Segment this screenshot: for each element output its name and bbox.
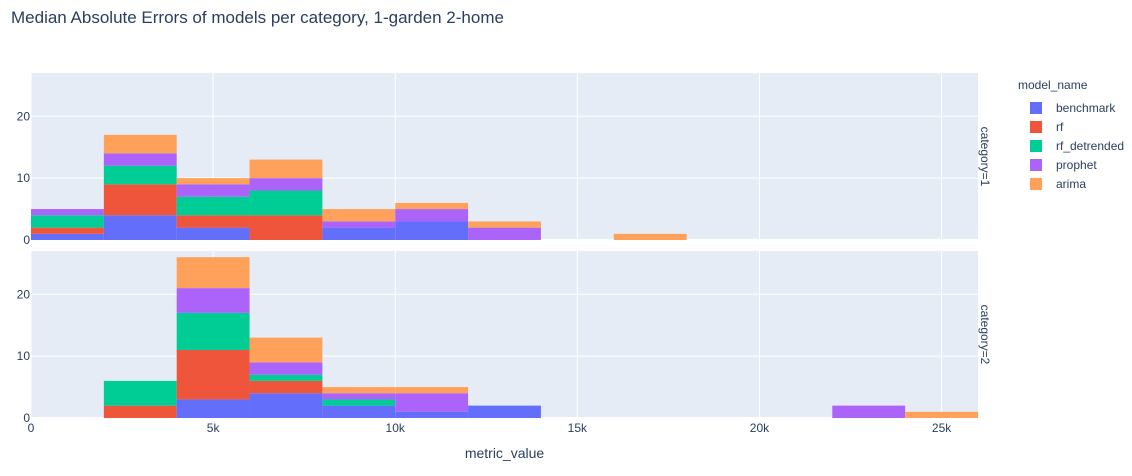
y-tick-label: 20	[17, 287, 31, 301]
bar-prophet[interactable]	[395, 393, 469, 412]
bar-arima[interactable]	[103, 134, 177, 154]
bar-prophet[interactable]	[468, 227, 541, 240]
chart-title: Median Absolute Errors of models per cat…	[11, 8, 504, 27]
bar-benchmark[interactable]	[249, 393, 323, 418]
bar-benchmark[interactable]	[395, 411, 469, 418]
x-tick-label: 15k	[568, 421, 588, 435]
bar-rf_detrended[interactable]	[249, 190, 323, 216]
bar-arima[interactable]	[395, 202, 469, 210]
bar-rf_detrended[interactable]	[176, 196, 250, 216]
bar-arima[interactable]	[905, 411, 978, 418]
bar-arima[interactable]	[176, 257, 250, 289]
bar-arima[interactable]	[249, 337, 323, 363]
bar-benchmark[interactable]	[322, 227, 396, 240]
bar-arima[interactable]	[249, 159, 323, 179]
bar-prophet[interactable]	[103, 153, 177, 166]
bar-rf_detrended[interactable]	[31, 215, 104, 228]
legend-swatch	[1030, 101, 1042, 114]
bar-arima[interactable]	[322, 387, 396, 394]
legend-swatch	[1030, 158, 1042, 171]
bar-prophet[interactable]	[395, 209, 469, 222]
legend-label: prophet	[1056, 157, 1097, 172]
bar-rf[interactable]	[103, 405, 177, 418]
y-tick-label: 20	[17, 109, 31, 123]
bar-rf_detrended[interactable]	[176, 312, 250, 350]
legend-item-benchmark[interactable]: benchmark	[1018, 98, 1124, 117]
legend-swatch	[1030, 177, 1042, 190]
x-tick-label: 25k	[932, 421, 952, 435]
legend-label: rf	[1056, 119, 1064, 134]
y-tick-label: 10	[17, 349, 31, 363]
legend-label: benchmark	[1056, 100, 1116, 115]
x-tick-label: 0	[28, 421, 35, 435]
bar-rf[interactable]	[31, 227, 104, 234]
legend-swatch	[1030, 139, 1042, 152]
bar-benchmark[interactable]	[322, 405, 396, 418]
legend-label: arima	[1056, 176, 1087, 191]
bar-rf[interactable]	[249, 380, 323, 394]
bar-prophet[interactable]	[322, 393, 396, 400]
legend-item-rf[interactable]: rf	[1018, 117, 1124, 136]
bar-arima[interactable]	[468, 221, 541, 228]
bar-benchmark[interactable]	[176, 227, 250, 240]
bar-benchmark[interactable]	[103, 215, 177, 240]
y-tick-label: 0	[23, 411, 30, 425]
bar-benchmark[interactable]	[468, 405, 541, 418]
bar-rf_detrended[interactable]	[249, 374, 323, 381]
facet-label: category=1	[978, 127, 992, 187]
bar-prophet[interactable]	[249, 362, 323, 375]
bar-arima[interactable]	[613, 233, 687, 240]
x-axis-title: metric_value	[465, 445, 545, 461]
bar-rf_detrended[interactable]	[322, 399, 396, 406]
bar-prophet[interactable]	[249, 178, 323, 191]
bar-rf[interactable]	[176, 215, 250, 228]
legend-title: model_name	[1018, 78, 1088, 92]
legend-item-prophet[interactable]: prophet	[1018, 155, 1124, 174]
bar-rf[interactable]	[249, 215, 323, 240]
x-tick-label: 20k	[750, 421, 770, 435]
bar-rf[interactable]	[176, 349, 250, 400]
bar-prophet[interactable]	[176, 184, 250, 197]
bar-benchmark[interactable]	[395, 221, 469, 240]
x-tick-label: 5k	[207, 421, 221, 435]
bar-arima[interactable]	[395, 387, 469, 394]
legend-swatch	[1030, 120, 1042, 133]
bar-prophet[interactable]	[322, 221, 396, 228]
y-tick-label: 10	[17, 171, 31, 185]
legend-label: rf_detrended	[1056, 138, 1125, 153]
bar-rf_detrended[interactable]	[103, 165, 177, 185]
bar-rf_detrended[interactable]	[103, 380, 177, 406]
bar-rf[interactable]	[103, 184, 177, 216]
facet-label: category=2	[978, 305, 992, 365]
bar-prophet[interactable]	[31, 209, 104, 216]
legend-item-rf_detrended[interactable]: rf_detrended	[1018, 136, 1124, 155]
bar-benchmark[interactable]	[31, 233, 104, 240]
bar-prophet[interactable]	[176, 288, 250, 313]
bar-prophet[interactable]	[832, 405, 906, 418]
x-tick-label: 10k	[386, 421, 406, 435]
bar-benchmark[interactable]	[176, 399, 250, 418]
y-tick-label: 0	[23, 233, 30, 247]
bar-arima[interactable]	[322, 209, 396, 222]
bar-arima[interactable]	[176, 178, 250, 185]
legend-item-arima[interactable]: arima	[1018, 174, 1124, 193]
